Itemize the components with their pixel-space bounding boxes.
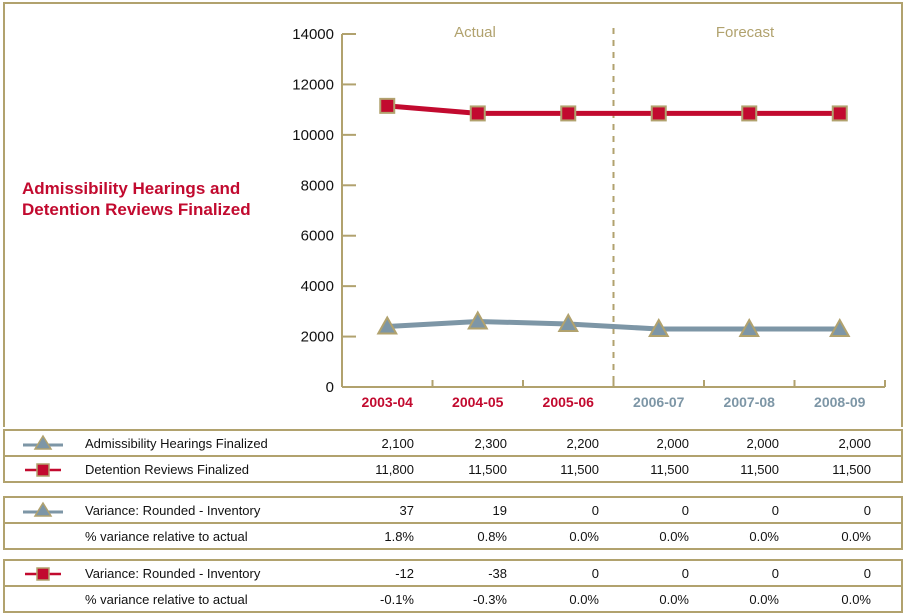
table-cell: 11,800 xyxy=(375,462,414,477)
y-tick-label: 2000 xyxy=(301,329,334,346)
table-cell: 37 xyxy=(399,503,414,518)
row-label: Variance: Rounded - Inventory xyxy=(85,503,261,518)
table-cell: 0.0% xyxy=(659,592,689,607)
table-cell: 0.0% xyxy=(569,529,599,544)
data-point-square xyxy=(831,105,848,122)
row-label: Variance: Rounded - Inventory xyxy=(85,566,261,581)
table-cell: 2,000 xyxy=(838,436,871,451)
table-cell: 11,500 xyxy=(650,462,689,477)
triangle-legend-icon xyxy=(23,434,63,450)
row-label: % variance relative to actual xyxy=(85,529,248,544)
table-cell: 2,300 xyxy=(474,436,507,451)
table-cell: 1.8% xyxy=(384,529,414,544)
x-tick-label: 2004-05 xyxy=(452,394,504,410)
table-cell: 0.8% xyxy=(477,529,507,544)
forecast-label: Forecast xyxy=(716,24,775,41)
y-tick-label: 10000 xyxy=(292,127,334,144)
table-cell: 11,500 xyxy=(560,462,599,477)
data-point-square xyxy=(741,105,758,122)
data-point-triangle xyxy=(648,317,670,338)
table-cell: 2,000 xyxy=(656,436,689,451)
x-tick-label: 2006-07 xyxy=(633,394,685,410)
x-tick-label: 2003-04 xyxy=(362,394,414,410)
series-line xyxy=(387,318,840,332)
reviews-variance-table: Variance: Rounded - Inventory -12 -38 0 0 0 0%… xyxy=(3,559,903,613)
table-cell: 0 xyxy=(591,566,599,581)
hearings-variance-table: Variance: Rounded - Inventory 37 19 0 0 0 0 % v… xyxy=(3,496,903,550)
triangle-legend-icon xyxy=(23,501,63,517)
table-cell: 2,000 xyxy=(746,436,779,451)
table-cell: 0 xyxy=(681,503,689,518)
data-point-triangle xyxy=(557,312,579,332)
table-cell: 0.0% xyxy=(749,529,779,544)
table-cell: -0.1% xyxy=(380,592,414,607)
line-chart: 0 2000 4000 6000 8000 10000 12000 14000 2003-04 2… xyxy=(292,24,886,410)
data-point-triangle xyxy=(467,310,489,330)
data-point-square xyxy=(379,97,396,114)
series-line xyxy=(387,103,840,116)
table-row: % variance relative to actual -0.1% -0.3% 0… xyxy=(5,585,901,611)
y-tick-label: 12000 xyxy=(292,76,334,93)
table-cell: -12 xyxy=(395,566,414,581)
table-row: Admissibility Hearings Finalized 2,100 2,3… xyxy=(5,431,901,455)
chart-frame xyxy=(3,2,903,427)
x-tick-label: 2005-06 xyxy=(543,394,595,410)
main-data-table: Admissibility Hearings Finalized 2,100 2,3… xyxy=(3,429,903,483)
table-cell: 11,500 xyxy=(740,462,779,477)
y-tick-label: 8000 xyxy=(301,177,334,194)
data-point-triangle xyxy=(829,317,851,338)
table-row: Variance: Rounded - Inventory 37 19 0 0 0 0 xyxy=(5,498,901,522)
table-cell: 2,200 xyxy=(566,436,599,451)
x-tick-label: 2007-08 xyxy=(724,394,776,410)
data-point-square xyxy=(560,105,577,122)
table-cell: -38 xyxy=(488,566,507,581)
data-point-triangle xyxy=(376,315,398,335)
data-point-triangle xyxy=(738,317,760,338)
table-row: Detention Reviews Finalized 11,800 11,500 1… xyxy=(5,455,901,481)
table-row: Variance: Rounded - Inventory -12 -38 0 0 0 0 xyxy=(5,561,901,585)
square-legend-icon xyxy=(25,463,61,477)
table-cell: 0 xyxy=(591,503,599,518)
table-cell: 0.0% xyxy=(659,529,689,544)
table-cell: 0 xyxy=(863,566,871,581)
row-label: Admissibility Hearings Finalized xyxy=(85,436,268,451)
table-cell: 0 xyxy=(771,566,779,581)
table-cell: 11,500 xyxy=(468,462,507,477)
actual-label: Actual xyxy=(454,24,496,41)
table-row: % variance relative to actual 1.8% 0.8% 0.0… xyxy=(5,522,901,548)
table-cell: 0.0% xyxy=(569,592,599,607)
table-cell: -0.3% xyxy=(473,592,507,607)
y-tick-label: 14000 xyxy=(292,26,334,43)
square-legend-icon xyxy=(25,567,61,581)
y-tick-label: 6000 xyxy=(301,228,334,245)
data-point-square xyxy=(650,105,667,122)
table-cell: 0 xyxy=(771,503,779,518)
table-cell: 0.0% xyxy=(841,529,871,544)
table-cell: 19 xyxy=(492,503,507,518)
y-tick-label: 4000 xyxy=(301,278,334,295)
chart-title: Admissibility Hearings and Detention Rev… xyxy=(22,179,251,219)
row-label: % variance relative to actual xyxy=(85,592,248,607)
table-cell: 0 xyxy=(863,503,871,518)
table-cell: 0.0% xyxy=(749,592,779,607)
table-cell: 0.0% xyxy=(841,592,871,607)
y-tick-label: 0 xyxy=(326,379,334,396)
table-cell: 11,500 xyxy=(832,462,871,477)
row-label: Detention Reviews Finalized xyxy=(85,462,250,477)
x-tick-label: 2008-09 xyxy=(814,394,866,410)
data-point-square xyxy=(469,105,486,122)
table-cell: 0 xyxy=(681,566,689,581)
table-cell: 2,100 xyxy=(381,436,414,451)
